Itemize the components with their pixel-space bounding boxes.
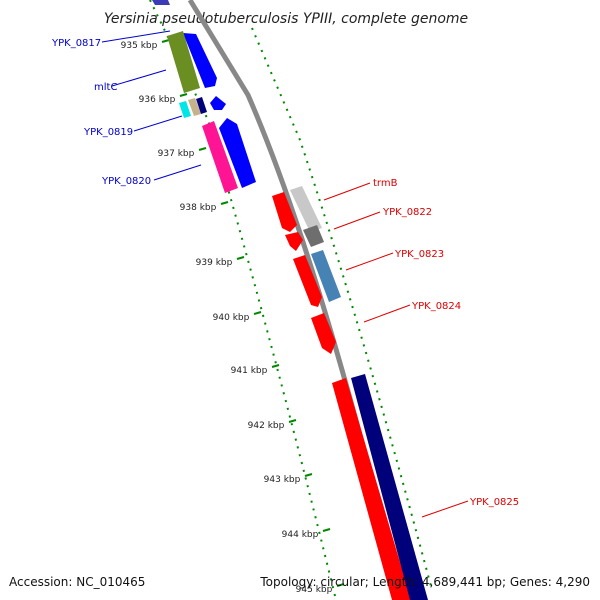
right-feature-group <box>272 186 428 600</box>
gene-label-ypk0820[interactable]: YPK_0820 <box>101 176 151 187</box>
kbp-label: 942 kbp <box>248 421 285 431</box>
right-gene-labels: trmB YPK_0822 YPK_0823 YPK_0824 YPK_0825 <box>323 178 519 518</box>
gene-feature-ypk0819-navy[interactable] <box>196 97 207 114</box>
kbp-label: 944 kbp <box>282 530 319 540</box>
gene-label-ypk0823[interactable]: YPK_0823 <box>394 249 444 260</box>
leader-line-ypk0817 <box>101 30 171 43</box>
kbp-scale-line-outer <box>251 27 433 591</box>
gene-feature-trmb[interactable] <box>290 186 322 232</box>
accession-text: Accession: NC_010465 <box>9 575 145 589</box>
kbp-tick <box>288 419 297 423</box>
kbp-tick <box>236 256 245 260</box>
gene-feature-ypk0825-navy[interactable] <box>351 374 428 600</box>
gene-feature-ypk0819-cyan[interactable] <box>179 101 191 118</box>
leader-line-ypk0820 <box>153 164 202 181</box>
gene-feature-mltc[interactable] <box>167 31 200 93</box>
gene-label-ypk0825[interactable]: YPK_0825 <box>469 497 519 508</box>
gene-feature-ypk0825-red[interactable] <box>332 378 411 600</box>
gene-label-ypk0817[interactable]: YPK_0817 <box>51 38 101 49</box>
gene-feature-ypk0822-red1[interactable] <box>272 192 297 232</box>
kbp-tick <box>179 93 188 97</box>
kbp-tick <box>253 311 262 315</box>
kbp-label: 938 kbp <box>180 203 217 213</box>
gene-feature-ypk0823-steel[interactable] <box>311 250 341 302</box>
kbp-label: 939 kbp <box>196 258 233 268</box>
kbp-tick <box>161 39 170 43</box>
gene-feature-ypk0819-arrow[interactable] <box>210 96 226 110</box>
kbp-label: 941 kbp <box>231 366 268 376</box>
kbp-tick <box>322 528 331 532</box>
kbp-tick <box>220 201 229 205</box>
leader-line-ypk0825 <box>421 500 469 518</box>
left-feature-group <box>152 0 256 193</box>
leader-line-trmb <box>323 182 371 201</box>
gene-feature-ypk0817[interactable] <box>183 33 217 88</box>
kbp-tick <box>304 473 313 477</box>
gene-label-trmb[interactable]: trmB <box>373 178 398 189</box>
gene-feature-ypk0819-tan[interactable] <box>188 98 201 116</box>
gene-feature-ypk0823-red[interactable] <box>293 255 322 307</box>
gene-label-ypk0822[interactable]: YPK_0822 <box>382 207 432 218</box>
gene-label-ypk0819[interactable]: YPK_0819 <box>83 127 133 138</box>
gene-label-mltc[interactable]: mltC <box>94 82 117 93</box>
kbp-tick <box>336 583 345 587</box>
gene-label-ypk0824[interactable]: YPK_0824 <box>411 301 461 312</box>
map-title: Yersinia pseudotuberculosis YPIII, compl… <box>104 11 468 27</box>
kbp-label: 935 kbp <box>121 41 158 51</box>
kbp-label: 945 kbp <box>296 585 333 595</box>
kbp-label: 936 kbp <box>139 95 176 105</box>
leader-line-ypk0822 <box>333 211 381 230</box>
kbp-tick-group: 935 kbp 936 kbp 937 kbp 938 kbp 939 kbp 940 k… <box>121 39 345 595</box>
gene-feature-trmb-dark[interactable] <box>303 225 324 247</box>
leader-line-ypk0824 <box>363 304 411 323</box>
gene-feature-ypk0820-blue[interactable] <box>219 118 256 188</box>
leader-line-mltc <box>111 69 167 87</box>
gene-feature-ypk0820[interactable] <box>202 121 238 193</box>
left-gene-labels: YPK_0817 mltC YPK_0819 YPK_0820 <box>51 30 202 187</box>
leader-line-ypk0823 <box>345 252 394 271</box>
leader-line-ypk0819 <box>133 115 183 132</box>
gene-feature-ypk0816-top[interactable] <box>152 0 170 5</box>
kbp-label: 943 kbp <box>264 475 301 485</box>
kbp-tick <box>198 147 207 151</box>
gene-feature-ypk0822-red2[interactable] <box>285 232 303 251</box>
gene-feature-ypk0824[interactable] <box>311 313 336 354</box>
topology-text: Topology: circular; Length: 4,689,441 bp… <box>259 575 590 589</box>
kbp-label: 937 kbp <box>158 149 195 159</box>
kbp-tick <box>271 364 280 368</box>
kbp-label: 940 kbp <box>213 313 250 323</box>
